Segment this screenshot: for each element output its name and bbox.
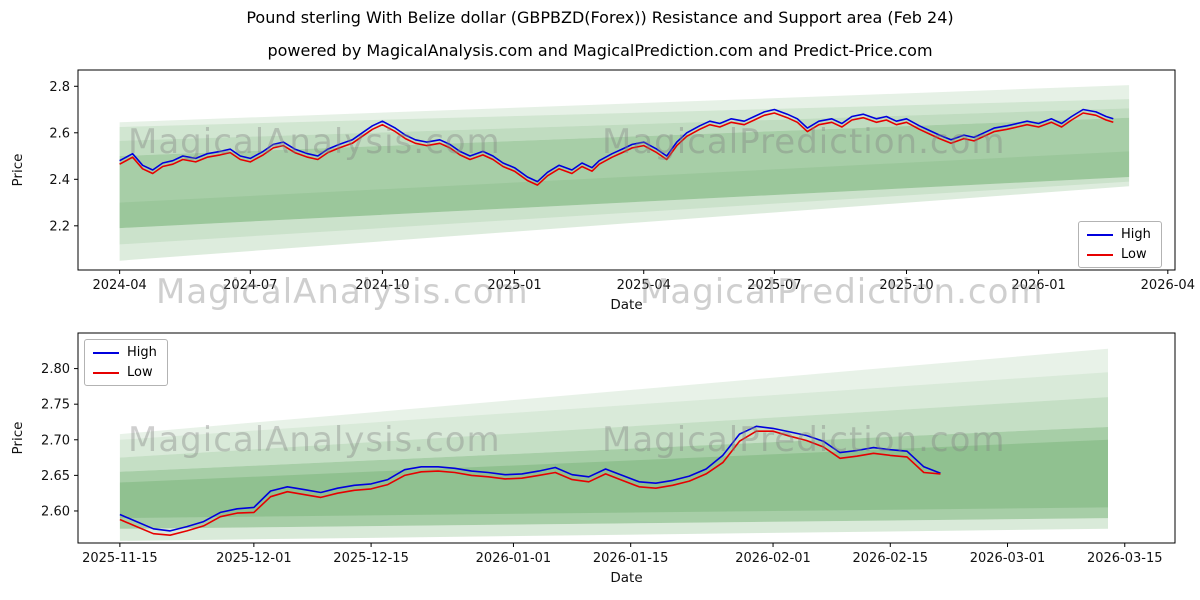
support-resistance-band	[119, 439, 1108, 519]
x-tick-label: 2025-12-15	[333, 551, 409, 566]
high-line-swatch	[93, 351, 119, 354]
y-tick-label: 2.80	[41, 362, 70, 377]
y-tick-label: 2.2	[49, 219, 70, 234]
legend-item-high: High	[93, 345, 157, 360]
support-resistance-band	[119, 117, 1130, 229]
x-tick-label: 2025-07	[747, 278, 801, 293]
y-tick-label: 2.60	[41, 504, 70, 519]
x-tick-label: 2024-04	[92, 278, 146, 293]
x-tick-label: 2026-01	[1011, 278, 1065, 293]
plot-border	[77, 69, 1176, 271]
x-tick-label: 2026-02-01	[735, 551, 811, 566]
legend-item-low: Low	[1087, 247, 1151, 262]
x-axis-label: Date	[610, 570, 642, 586]
support-resistance-band	[119, 177, 1130, 261]
high-line	[119, 425, 941, 532]
x-tick-label: 2026-04	[1141, 278, 1195, 293]
x-tick-label: 2024-07	[223, 278, 277, 293]
legend-label-high: High	[127, 345, 157, 360]
legend-label-high: High	[1121, 227, 1151, 242]
y-tick-label: 2.8	[49, 80, 70, 95]
support-resistance-band	[119, 348, 1108, 440]
x-tick-label: 2026-03-15	[1087, 551, 1163, 566]
bottom-chart: 2025-11-15 2025-12-01 2025-12-15 2026-01-01…	[10, 332, 1176, 586]
legend-label-low: Low	[1121, 247, 1147, 262]
legend-item-high: High	[1087, 227, 1151, 242]
support-resistance-band	[119, 372, 1108, 458]
y-axis-label: Price	[10, 154, 26, 187]
support-resistance-band	[119, 518, 1108, 541]
legend-label-low: Low	[127, 365, 153, 380]
x-tick-label: 2025-10	[879, 278, 933, 293]
high-line	[119, 108, 1114, 183]
low-line	[119, 112, 1114, 186]
figure-subtitle: powered by MagicalAnalysis.com and Magic…	[267, 41, 933, 60]
x-tick-label: 2026-03-01	[970, 551, 1046, 566]
x-tick-label: 2026-01-01	[476, 551, 552, 566]
low-line-swatch	[93, 371, 119, 374]
y-tick-label: 2.4	[49, 173, 70, 188]
support-resistance-band	[119, 85, 1130, 127]
x-tick-label: 2025-11-15	[82, 551, 158, 566]
high-line-swatch	[1087, 233, 1113, 236]
x-axis-label: Date	[610, 297, 642, 313]
x-tick-label: 2025-01	[487, 278, 541, 293]
x-tick-label: 2026-02-15	[853, 551, 929, 566]
legend-top-chart: High Low	[1078, 221, 1162, 268]
y-axis-label: Price	[10, 422, 26, 455]
support-resistance-band	[119, 108, 1130, 156]
low-line-swatch	[1087, 253, 1113, 256]
x-tick-label: 2025-04	[617, 278, 671, 293]
top-chart: 2024-04 2024-07 2024-10 2025-01 2025-04 2025-…	[10, 69, 1195, 313]
x-tick-label: 2025-12-01	[216, 551, 292, 566]
figure-title: Pound sterling With Belize dollar (GBPBZ…	[246, 8, 954, 27]
y-tick-label: 2.70	[41, 433, 70, 448]
y-tick-label: 2.75	[41, 398, 70, 413]
legend-item-low: Low	[93, 365, 157, 380]
y-tick-label: 2.65	[41, 469, 70, 484]
y-tick-label: 2.6	[49, 126, 70, 141]
legend-bottom-chart: High Low	[84, 339, 168, 386]
plot-border	[77, 332, 1176, 544]
x-tick-label: 2024-10	[355, 278, 409, 293]
support-resistance-band	[119, 151, 1130, 245]
support-resistance-band	[119, 397, 1108, 472]
x-tick-label: 2026-01-15	[593, 551, 669, 566]
low-line	[119, 430, 941, 536]
